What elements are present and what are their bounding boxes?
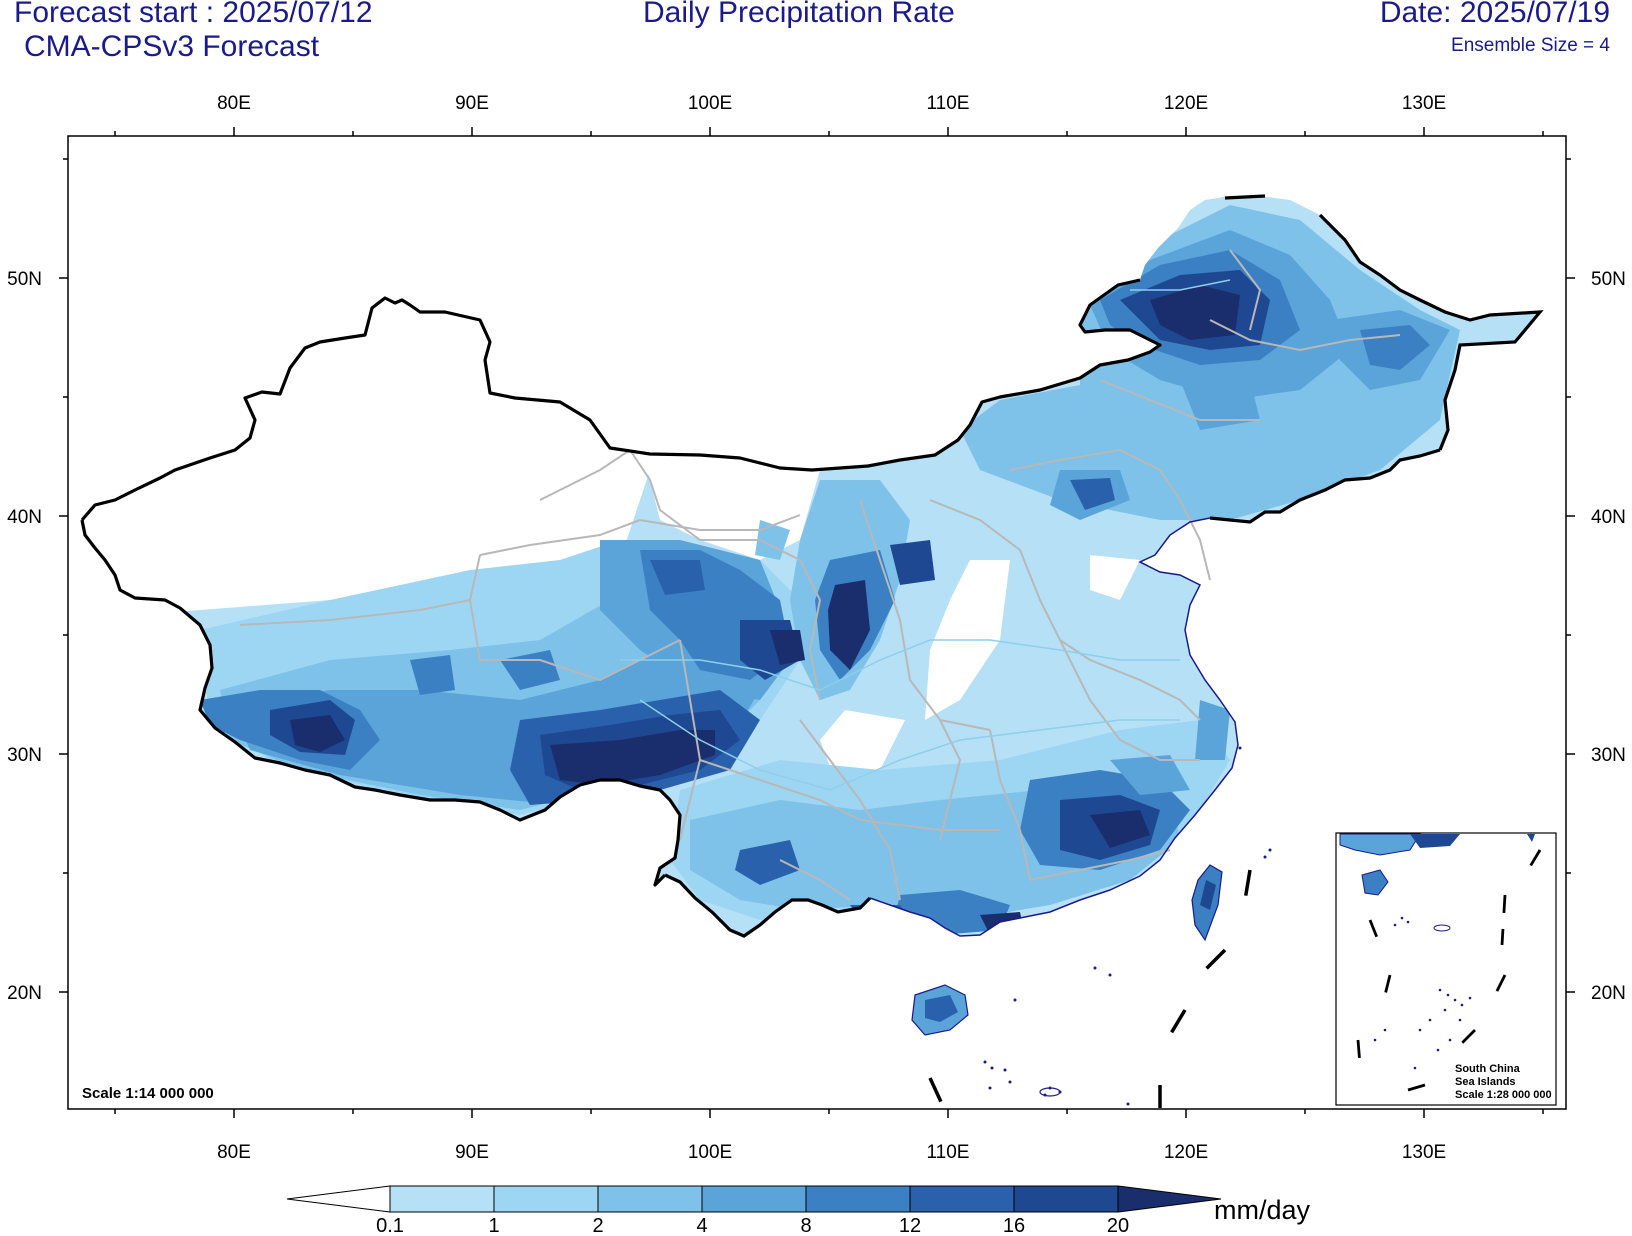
maritime-boundary [928, 869, 1252, 1108]
colorbar-level-label: 20 [1107, 1215, 1129, 1236]
inset-title-line2: Sea Islands [1455, 1076, 1516, 1088]
lon-label-top: 110E [927, 93, 970, 114]
map-title: Daily Precipitation Rate [643, 0, 955, 29]
lon-label-top: 90E [455, 93, 489, 114]
lat-label-left: 40N [7, 507, 42, 528]
colorbar-level-label: 16 [1003, 1215, 1025, 1236]
colorbar-box [389, 1185, 495, 1213]
forecast-start-text: Forecast start : 2025/07/12 [14, 0, 373, 29]
colorbar-box [909, 1185, 1015, 1213]
national-border [80, 278, 1162, 522]
lon-label-bottom: 100E [688, 1142, 732, 1163]
island-dots [983, 746, 1272, 1106]
colorbar-box [493, 1185, 599, 1213]
lon-label-bottom: 80E [217, 1142, 251, 1163]
colorbar-box [1013, 1185, 1119, 1213]
colorbar: 0.1 1 2 4 8 12 16 20 mm/day [286, 1185, 1311, 1236]
lon-label-top: 80E [217, 93, 251, 114]
lon-label-top: 100E [688, 93, 732, 114]
valid-date-text: Date: 2025/07/19 [1379, 0, 1610, 29]
rivers [620, 279, 1231, 791]
province-boundaries [239, 249, 1401, 901]
lon-label-bottom: 130E [1402, 1142, 1446, 1163]
model-name-text: CMA-CPSv3 Forecast [24, 30, 320, 63]
ensemble-size-text: Ensemble Size = 4 [1451, 35, 1610, 56]
lon-label-top: 120E [1164, 93, 1208, 114]
colorbar-box [701, 1185, 807, 1213]
map-scale-note: Scale 1:14 000 000 [82, 1085, 214, 1102]
lat-label-left: 20N [7, 983, 42, 1004]
lat-label-left: 30N [7, 745, 42, 766]
lat-label-right: 20N [1591, 983, 1626, 1004]
colorbar-level-label: 4 [696, 1215, 707, 1236]
colorbar-level-label: 1 [488, 1215, 499, 1236]
lat-label-right: 30N [1591, 745, 1626, 766]
lon-label-top: 130E [1402, 93, 1446, 114]
colorbar-overflow-triangle [1117, 1185, 1222, 1213]
lat-label-right: 40N [1591, 507, 1626, 528]
lat-label-left: 50N [7, 269, 42, 290]
colorbar-box [805, 1185, 911, 1213]
lon-label-bottom: 120E [1164, 1142, 1208, 1163]
south-china-sea-inset: South China Sea Islands Scale 1:28 000 0… [1335, 832, 1557, 1106]
colorbar-level-label: 2 [592, 1215, 603, 1236]
colorbar-level-label: 0.1 [376, 1215, 404, 1236]
lon-label-bottom: 90E [455, 1142, 489, 1163]
colorbar-unit-label: mm/day [1214, 1195, 1311, 1225]
colorbar-underflow-triangle [286, 1185, 391, 1213]
colorbar-level-label: 12 [899, 1215, 921, 1236]
lon-label-bottom: 110E [927, 1142, 970, 1163]
coastline [869, 517, 1239, 937]
colorbar-box [597, 1185, 703, 1213]
inset-scale-note: Scale 1:28 000 000 [1455, 1089, 1552, 1101]
inset-title-line1: South China [1455, 1063, 1521, 1075]
colorbar-level-label: 8 [800, 1215, 811, 1236]
lat-label-right: 50N [1591, 269, 1626, 290]
frame-ticks [59, 127, 1575, 1118]
